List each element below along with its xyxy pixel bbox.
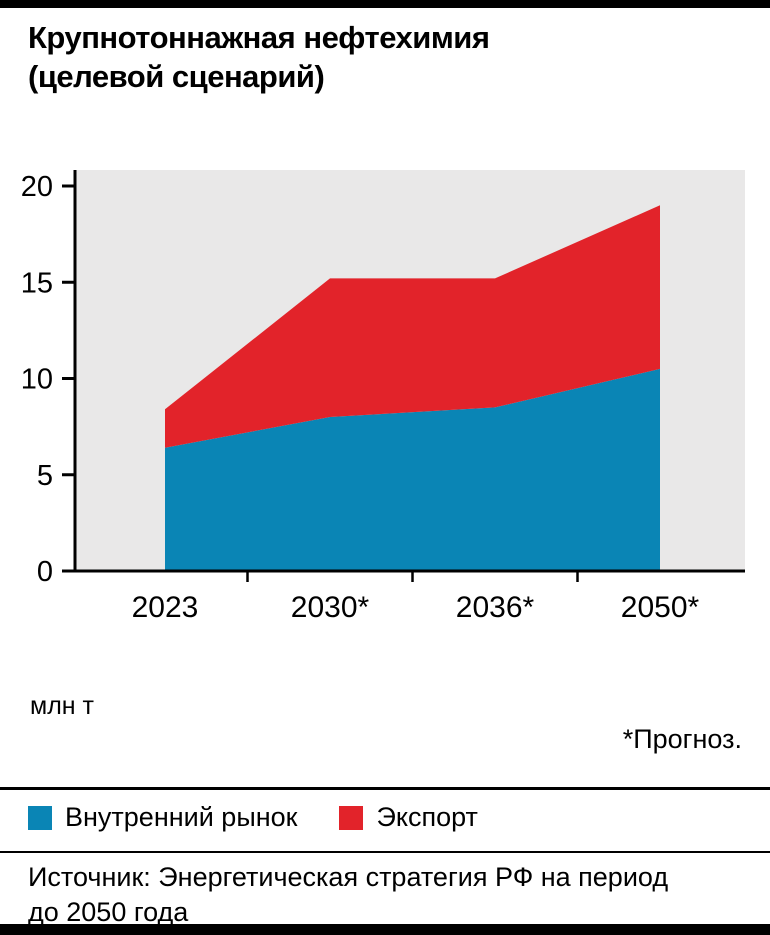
chart-title: Крупнотоннажная нефтехимия (целевой сцен… <box>28 20 490 94</box>
y-tick-label: 5 <box>37 460 53 492</box>
legend-swatch <box>28 805 52 830</box>
bottom-border-bar <box>0 924 770 935</box>
legend-item: Внутренний рынок <box>28 802 297 833</box>
x-tick-label: 2023 <box>132 591 199 624</box>
x-tick-label: 2030* <box>291 591 370 624</box>
area-series-0 <box>165 368 660 571</box>
unit-label: млн т <box>30 692 94 720</box>
area-series-1 <box>165 205 660 448</box>
y-tick-label: 20 <box>21 171 53 203</box>
stacked-area-chart: 0 5 10 15 20 2023 2030* 2036* 2050* <box>21 170 745 624</box>
legend-swatch <box>339 805 364 830</box>
y-tick-label: 10 <box>21 364 53 396</box>
legend-label: Внутренний рынок <box>65 802 298 832</box>
legend-label: Экспорт <box>376 802 478 832</box>
x-tick-label: 2050* <box>621 591 700 624</box>
y-tick-label: 0 <box>37 556 53 588</box>
divider-above-legend <box>0 787 770 790</box>
forecast-footnote: *Прогноз. <box>622 724 742 754</box>
legend-item: Экспорт <box>339 802 478 833</box>
source-note: Источник: Энергетическая стратегия РФ на… <box>28 862 669 927</box>
y-tick-label: 15 <box>21 267 53 299</box>
x-tick-label: 2036* <box>456 591 535 624</box>
legend: Внутренний рынок Экспорт <box>28 802 478 833</box>
top-border-bar <box>0 0 770 8</box>
divider-above-source <box>0 851 770 853</box>
